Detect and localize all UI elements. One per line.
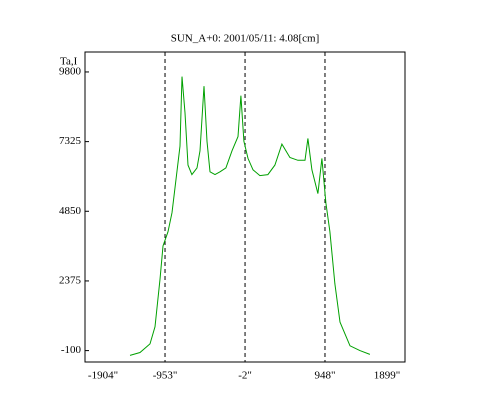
x-tick-label: 1899" (374, 370, 401, 382)
data-line (129, 76, 371, 356)
x-tick-label: 948" (314, 370, 335, 382)
y-tick-label: 4850 (59, 205, 82, 217)
chart-title: SUN_A+0: 2001/05/11: 4.08[cm] (171, 33, 319, 45)
x-tick-label: -953" (153, 370, 178, 382)
y-axis-label: Ta,I (60, 56, 78, 68)
x-tick-label: -2" (238, 370, 252, 382)
y-tick-label: -100 (61, 344, 82, 356)
y-tick-label: 9800 (59, 65, 82, 77)
x-tick-label: -1904" (88, 370, 118, 382)
y-tick-label: 2375 (59, 274, 82, 286)
y-tick-label: 7325 (59, 135, 82, 147)
